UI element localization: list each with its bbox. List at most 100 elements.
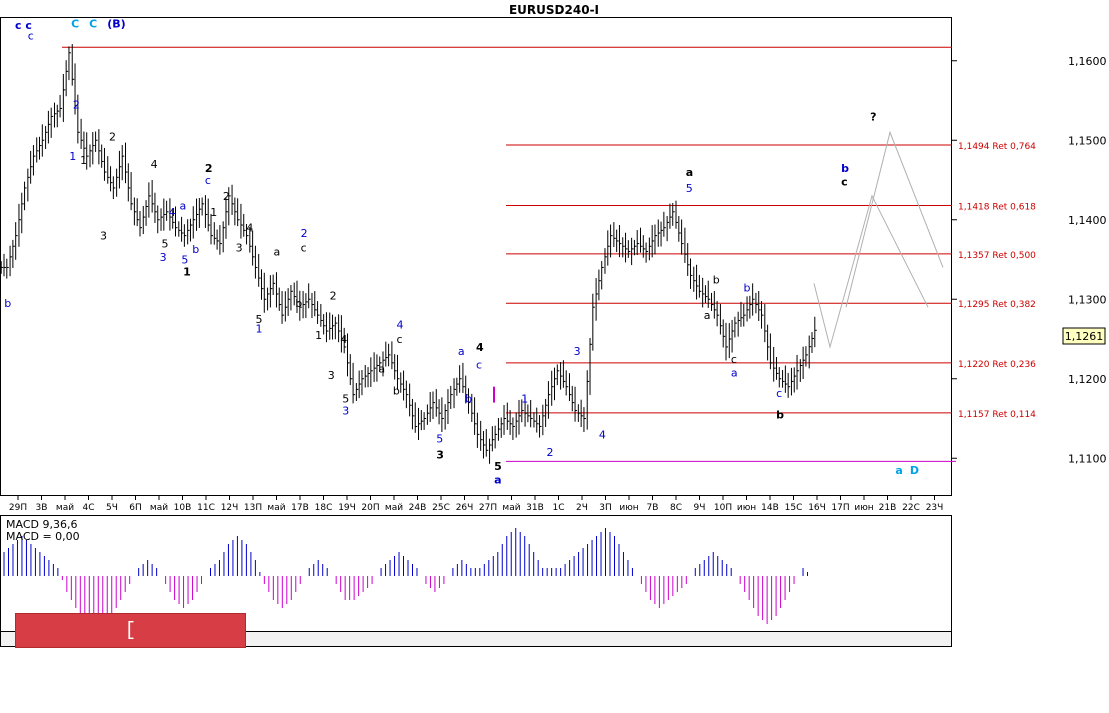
- forecast-paths: [813, 130, 944, 349]
- wave-label: (B): [107, 17, 125, 30]
- wave-label: ?: [870, 110, 876, 123]
- wave-label: a: [378, 362, 385, 375]
- x-tick-label: май: [267, 503, 285, 513]
- x-tick-label: июн: [854, 503, 873, 513]
- price-badge: 1,1261: [1065, 330, 1104, 343]
- wave-label: a: [458, 345, 465, 358]
- wave-label: 2: [205, 162, 213, 175]
- wave-label: 3: [436, 448, 444, 461]
- wave-label: 5: [436, 432, 443, 445]
- x-tick-label: 26Ч: [456, 503, 474, 513]
- wave-label: 4: [340, 333, 347, 346]
- wave-label: b: [393, 385, 400, 398]
- wave-label: c: [301, 242, 307, 255]
- candlestick-chart: EURUSD240-I 1,1494 Ret 0,764 1,1418 Ret 0…: [0, 3, 1107, 647]
- wave-label: b: [465, 393, 472, 406]
- wave-label: 5: [494, 460, 502, 473]
- wave-label: C: [71, 17, 79, 30]
- wave-label: 3: [328, 369, 335, 382]
- x-tick-label: 1С: [552, 503, 564, 513]
- wave-label: 4: [396, 319, 403, 332]
- candles: [0, 44, 817, 464]
- watermark: [ www.instaforex.com ]: [15, 613, 246, 707]
- wave-label: c: [205, 174, 211, 187]
- wave-label: 2: [223, 190, 230, 203]
- wave-label: 4: [151, 158, 158, 171]
- y-tick-label: 1,1300: [1068, 293, 1107, 306]
- x-tick-label: 23Ч: [926, 503, 944, 513]
- x-tick-label: 13П: [244, 503, 262, 513]
- x-tick-label: 18С: [315, 503, 333, 513]
- wave-label: 5: [686, 182, 693, 195]
- wave-label: 5: [181, 253, 188, 266]
- wave-label: c: [396, 333, 402, 346]
- fib-label: 1,1357 Ret 0,500: [958, 251, 1036, 261]
- wave-label: c: [776, 387, 782, 400]
- wave-label: 1: [210, 206, 217, 219]
- x-tick-label: 17В: [291, 503, 309, 513]
- x-tick-label: 7В: [647, 503, 659, 513]
- wave-label: a: [704, 309, 711, 322]
- wave-label: 3: [342, 405, 349, 418]
- wave-label: 1: [521, 393, 528, 406]
- x-tick-label: 14В: [761, 503, 779, 513]
- y-tick-label: 1,1100: [1068, 452, 1107, 465]
- x-tick-label: 21В: [879, 503, 897, 513]
- x-tick-label: 17П: [831, 503, 849, 513]
- wave-label: D: [910, 464, 919, 477]
- x-tick-label: 24В: [409, 503, 427, 513]
- y-tick-label: 1,1400: [1068, 214, 1107, 227]
- x-tick-label: 3П: [599, 503, 612, 513]
- chart-title: EURUSD240-I: [509, 3, 599, 17]
- wave-label: b: [744, 281, 751, 294]
- wave-label: 1: [315, 329, 322, 342]
- x-tick-label: 31В: [526, 503, 544, 513]
- x-tick-label: 25С: [432, 503, 450, 513]
- price-badge-box: [1062, 327, 1106, 345]
- wave-label: c: [841, 176, 848, 189]
- x-tick-label: июн: [619, 503, 638, 513]
- wave-label: b: [295, 297, 302, 310]
- wave-label: 2: [73, 98, 80, 111]
- wave-label: b: [4, 297, 11, 310]
- wave-label: 1: [69, 150, 76, 163]
- wave-label: b: [713, 273, 720, 286]
- wave-label: a: [686, 166, 693, 179]
- wave-label: 1: [80, 154, 87, 167]
- macd-histogram: [3, 528, 809, 640]
- wave-label: c c: [15, 19, 32, 32]
- y-tick-label: 1,1500: [1068, 134, 1107, 147]
- x-tick-label: 10П: [714, 503, 732, 513]
- wave-label: a: [180, 199, 187, 212]
- x-tick-label: май: [150, 503, 168, 513]
- x-tick-label: 27П: [479, 503, 497, 513]
- wave-label: 3: [574, 345, 581, 358]
- wave-label: 1: [183, 265, 191, 278]
- x-tick-label: 6П: [129, 503, 142, 513]
- x-axis: 29П 3В май 4С 5Ч 6П май 10В 11С 12Ч 13П май 17В 18С 19…: [9, 495, 943, 513]
- x-tick-label: 5Ч: [106, 503, 118, 513]
- wave-label: 4: [169, 206, 176, 219]
- fib-label: 1,1220 Ret 0,236: [958, 360, 1036, 370]
- x-tick-label: 3В: [36, 503, 48, 513]
- wave-label: b: [192, 243, 199, 256]
- x-tick-label: 8С: [670, 503, 682, 513]
- fib-label: 1,1494 Ret 0,764: [958, 142, 1036, 152]
- wave-label: c: [476, 358, 482, 371]
- x-tick-label: 16Ч: [808, 503, 826, 513]
- x-tick-label: 2Ч: [576, 503, 588, 513]
- wave-label: 5: [342, 393, 349, 406]
- y-tick-label: 1,1600: [1068, 55, 1107, 68]
- x-tick-label: май: [502, 503, 520, 513]
- x-tick-label: 12Ч: [221, 503, 239, 513]
- x-tick-label: май: [56, 503, 74, 513]
- x-tick-label: 20П: [361, 503, 379, 513]
- wave-label: a: [494, 474, 501, 487]
- wave-label: 4: [599, 428, 606, 441]
- wave-label: 2: [330, 289, 337, 302]
- wave-label: b: [776, 409, 784, 422]
- forecast-path-alt: [845, 130, 944, 308]
- wave-label: a: [274, 246, 281, 259]
- x-tick-label: 4С: [82, 503, 94, 513]
